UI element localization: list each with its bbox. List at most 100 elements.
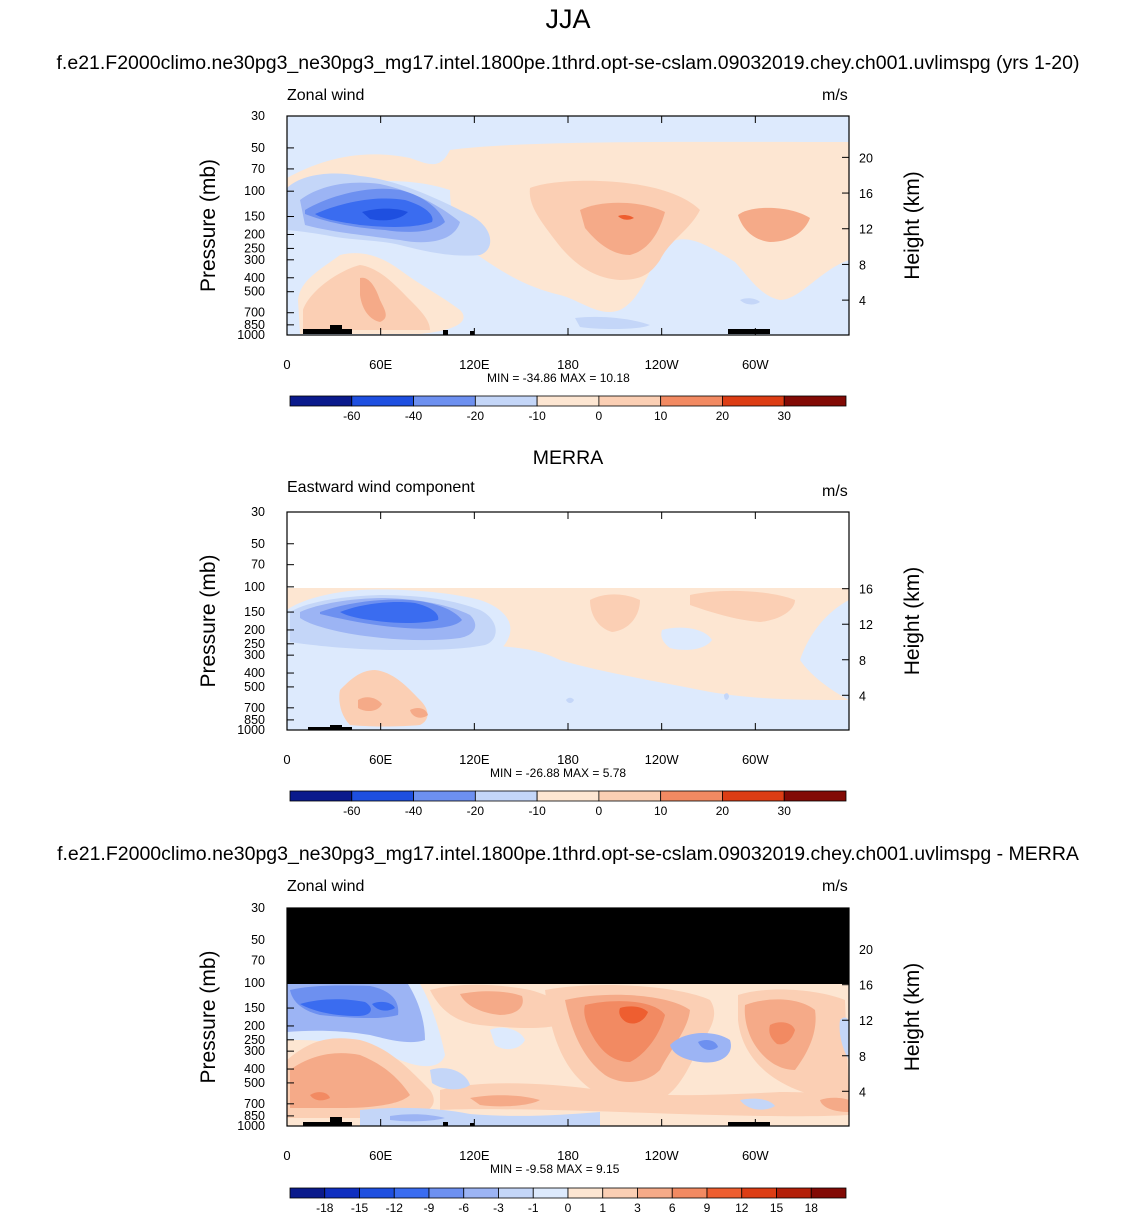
panel2-ytick-label: 850 — [244, 713, 265, 727]
panel1-xtick-label: 0 — [283, 357, 290, 372]
panel3-colorbar-label: -3 — [493, 1201, 504, 1215]
panel2-colorbar-box — [351, 790, 414, 802]
panel3-colorbar-box — [463, 1187, 499, 1199]
panel2-ytick-label: 700 — [244, 701, 265, 715]
panel2-variable-label: Eastward wind component — [287, 479, 475, 496]
panel1-ytick-label: 700 — [244, 306, 265, 320]
panel1-units-label: m/s — [822, 87, 848, 104]
panel3-colorbar-label: 6 — [669, 1201, 676, 1215]
panel2-colorbar-label: -40 — [405, 804, 423, 818]
panel1-colorbar-box — [351, 395, 414, 407]
panel2-colorbar-label: 0 — [596, 804, 603, 818]
panel1-ytick-label: 30 — [251, 109, 265, 123]
panel3-ytick-label: 250 — [244, 1033, 265, 1047]
panel3-xtick-label: 180 — [557, 1148, 579, 1163]
panel2-y2tick-label: 16 — [859, 583, 873, 597]
panel1-colorbar-label: -60 — [343, 409, 361, 423]
panel2-colorbar-box — [660, 790, 723, 802]
panel1-minmax: MIN = -34.86 MAX = 10.18 — [487, 371, 630, 385]
panel1-field — [287, 116, 849, 335]
panel3-colorbar-label: -12 — [386, 1201, 404, 1215]
panel2-minmax: MIN = -26.88 MAX = 5.78 — [490, 766, 627, 780]
panel1-ytick-label: 500 — [244, 285, 265, 299]
panel1-colorbar-box — [289, 395, 353, 407]
panel2-ytick-label: 50 — [251, 537, 265, 551]
panel1-ytick-label: 400 — [244, 271, 265, 285]
panel3-colorbar-box — [532, 1187, 569, 1199]
panel3-colorbar-label: 9 — [704, 1201, 711, 1215]
panel1-ytick-label: 200 — [244, 227, 265, 241]
panel1-xtick-label: 120E — [459, 357, 490, 372]
panel3-colorbar-label: 3 — [634, 1201, 641, 1215]
panel1-colorbar-label: 30 — [778, 409, 792, 423]
panel3-xtick-label: 120E — [459, 1148, 490, 1163]
panel1-colorbar-box — [536, 395, 600, 407]
panel3-colorbar-box — [324, 1187, 360, 1199]
panel1-ylabel: Pressure (mb) — [197, 159, 220, 292]
panel2-xtick-label: 0 — [283, 752, 290, 767]
panel2-ytick-label: 200 — [244, 623, 265, 637]
panel3-colorbar-label: -1 — [528, 1201, 539, 1215]
panel3-y2tick-label: 4 — [859, 1085, 866, 1099]
panel3-ytick-label: 1000 — [237, 1119, 265, 1133]
panel2-ylabel: Pressure (mb) — [197, 554, 220, 687]
panel3-colorbar-box — [359, 1187, 395, 1199]
panel2-xtick-label: 60E — [369, 752, 392, 767]
panel3-colorbar-label: 15 — [770, 1201, 784, 1215]
panel2-ytick-label: 300 — [244, 648, 265, 662]
panel3-ytick-label: 850 — [244, 1109, 265, 1123]
merra-title: MERRA — [532, 447, 604, 469]
panel3-ytick-label: 70 — [251, 954, 265, 968]
panel3-field — [287, 908, 849, 1126]
panel2-colorbar-label: 20 — [716, 804, 730, 818]
panel1-variable-label: Zonal wind — [287, 87, 365, 104]
panel2-colorbar-box — [413, 790, 476, 802]
panel1-ytick-label: 300 — [244, 253, 265, 267]
panel3-colorbar-box — [567, 1187, 604, 1199]
panel1-colorbar-label: -20 — [467, 409, 485, 423]
panel3-y2tick-label: 20 — [859, 943, 873, 957]
panel3-ytick-label: 300 — [244, 1044, 265, 1058]
panel2-colorbar-label: 30 — [778, 804, 792, 818]
panel2-y2tick-label: 12 — [859, 618, 873, 632]
panel2-ytick-label: 250 — [244, 637, 265, 651]
panel1-ytick-label: 100 — [244, 184, 265, 198]
panel1-colorbar-label: 20 — [716, 409, 730, 423]
panel1-y2tick-label: 8 — [859, 258, 866, 272]
panel1-y2tick-label: 20 — [859, 151, 873, 165]
panel1-xtick-label: 60W — [742, 357, 769, 372]
panel2-ytick-label: 70 — [251, 558, 265, 572]
panel3-xtick-label: 60E — [369, 1148, 392, 1163]
panel3-colorbar-box — [637, 1187, 673, 1199]
panel3-colorbar-box — [706, 1187, 743, 1199]
panel1-colorbar-label: -10 — [528, 409, 546, 423]
panel1-ytick-label: 1000 — [237, 328, 265, 342]
panel1-y2tick-label: 16 — [859, 187, 873, 201]
panel1-ytick-label: 850 — [244, 318, 265, 332]
panel2-colorbar-label: -60 — [343, 804, 361, 818]
panel3-colorbar-box — [741, 1187, 777, 1199]
panel3-colorbar-box — [289, 1187, 326, 1199]
panel1-xtick-label: 180 — [557, 357, 579, 372]
panel1-colorbar-box — [598, 395, 662, 407]
panel3-units-label: m/s — [822, 878, 848, 895]
panel2-colorbar-box — [598, 790, 662, 802]
panel1-ytick-label: 70 — [251, 162, 265, 176]
panel3-colorbar-label: -6 — [458, 1201, 469, 1215]
panel1-colorbar-label: 10 — [654, 409, 668, 423]
panel3-colorbar-label: -9 — [424, 1201, 435, 1215]
panel3-ytick-label: 150 — [244, 1001, 265, 1015]
panel2-y2tick-label: 8 — [859, 654, 866, 668]
panel3-xtick-label: 60W — [742, 1148, 769, 1163]
panel1-colorbar-box — [660, 395, 723, 407]
panel2-ytick-label: 500 — [244, 680, 265, 694]
panel2-ytick-label: 400 — [244, 666, 265, 680]
panel2-colorbar-label: -10 — [528, 804, 546, 818]
panel3-y2tick-label: 12 — [859, 1014, 873, 1028]
panel3-colorbar-box — [602, 1187, 638, 1199]
panel3-ytick-label: 200 — [244, 1019, 265, 1033]
panel2-colorbar-label: 10 — [654, 804, 668, 818]
panel3-xtick-label: 120W — [645, 1148, 680, 1163]
panel2-field — [287, 512, 849, 730]
